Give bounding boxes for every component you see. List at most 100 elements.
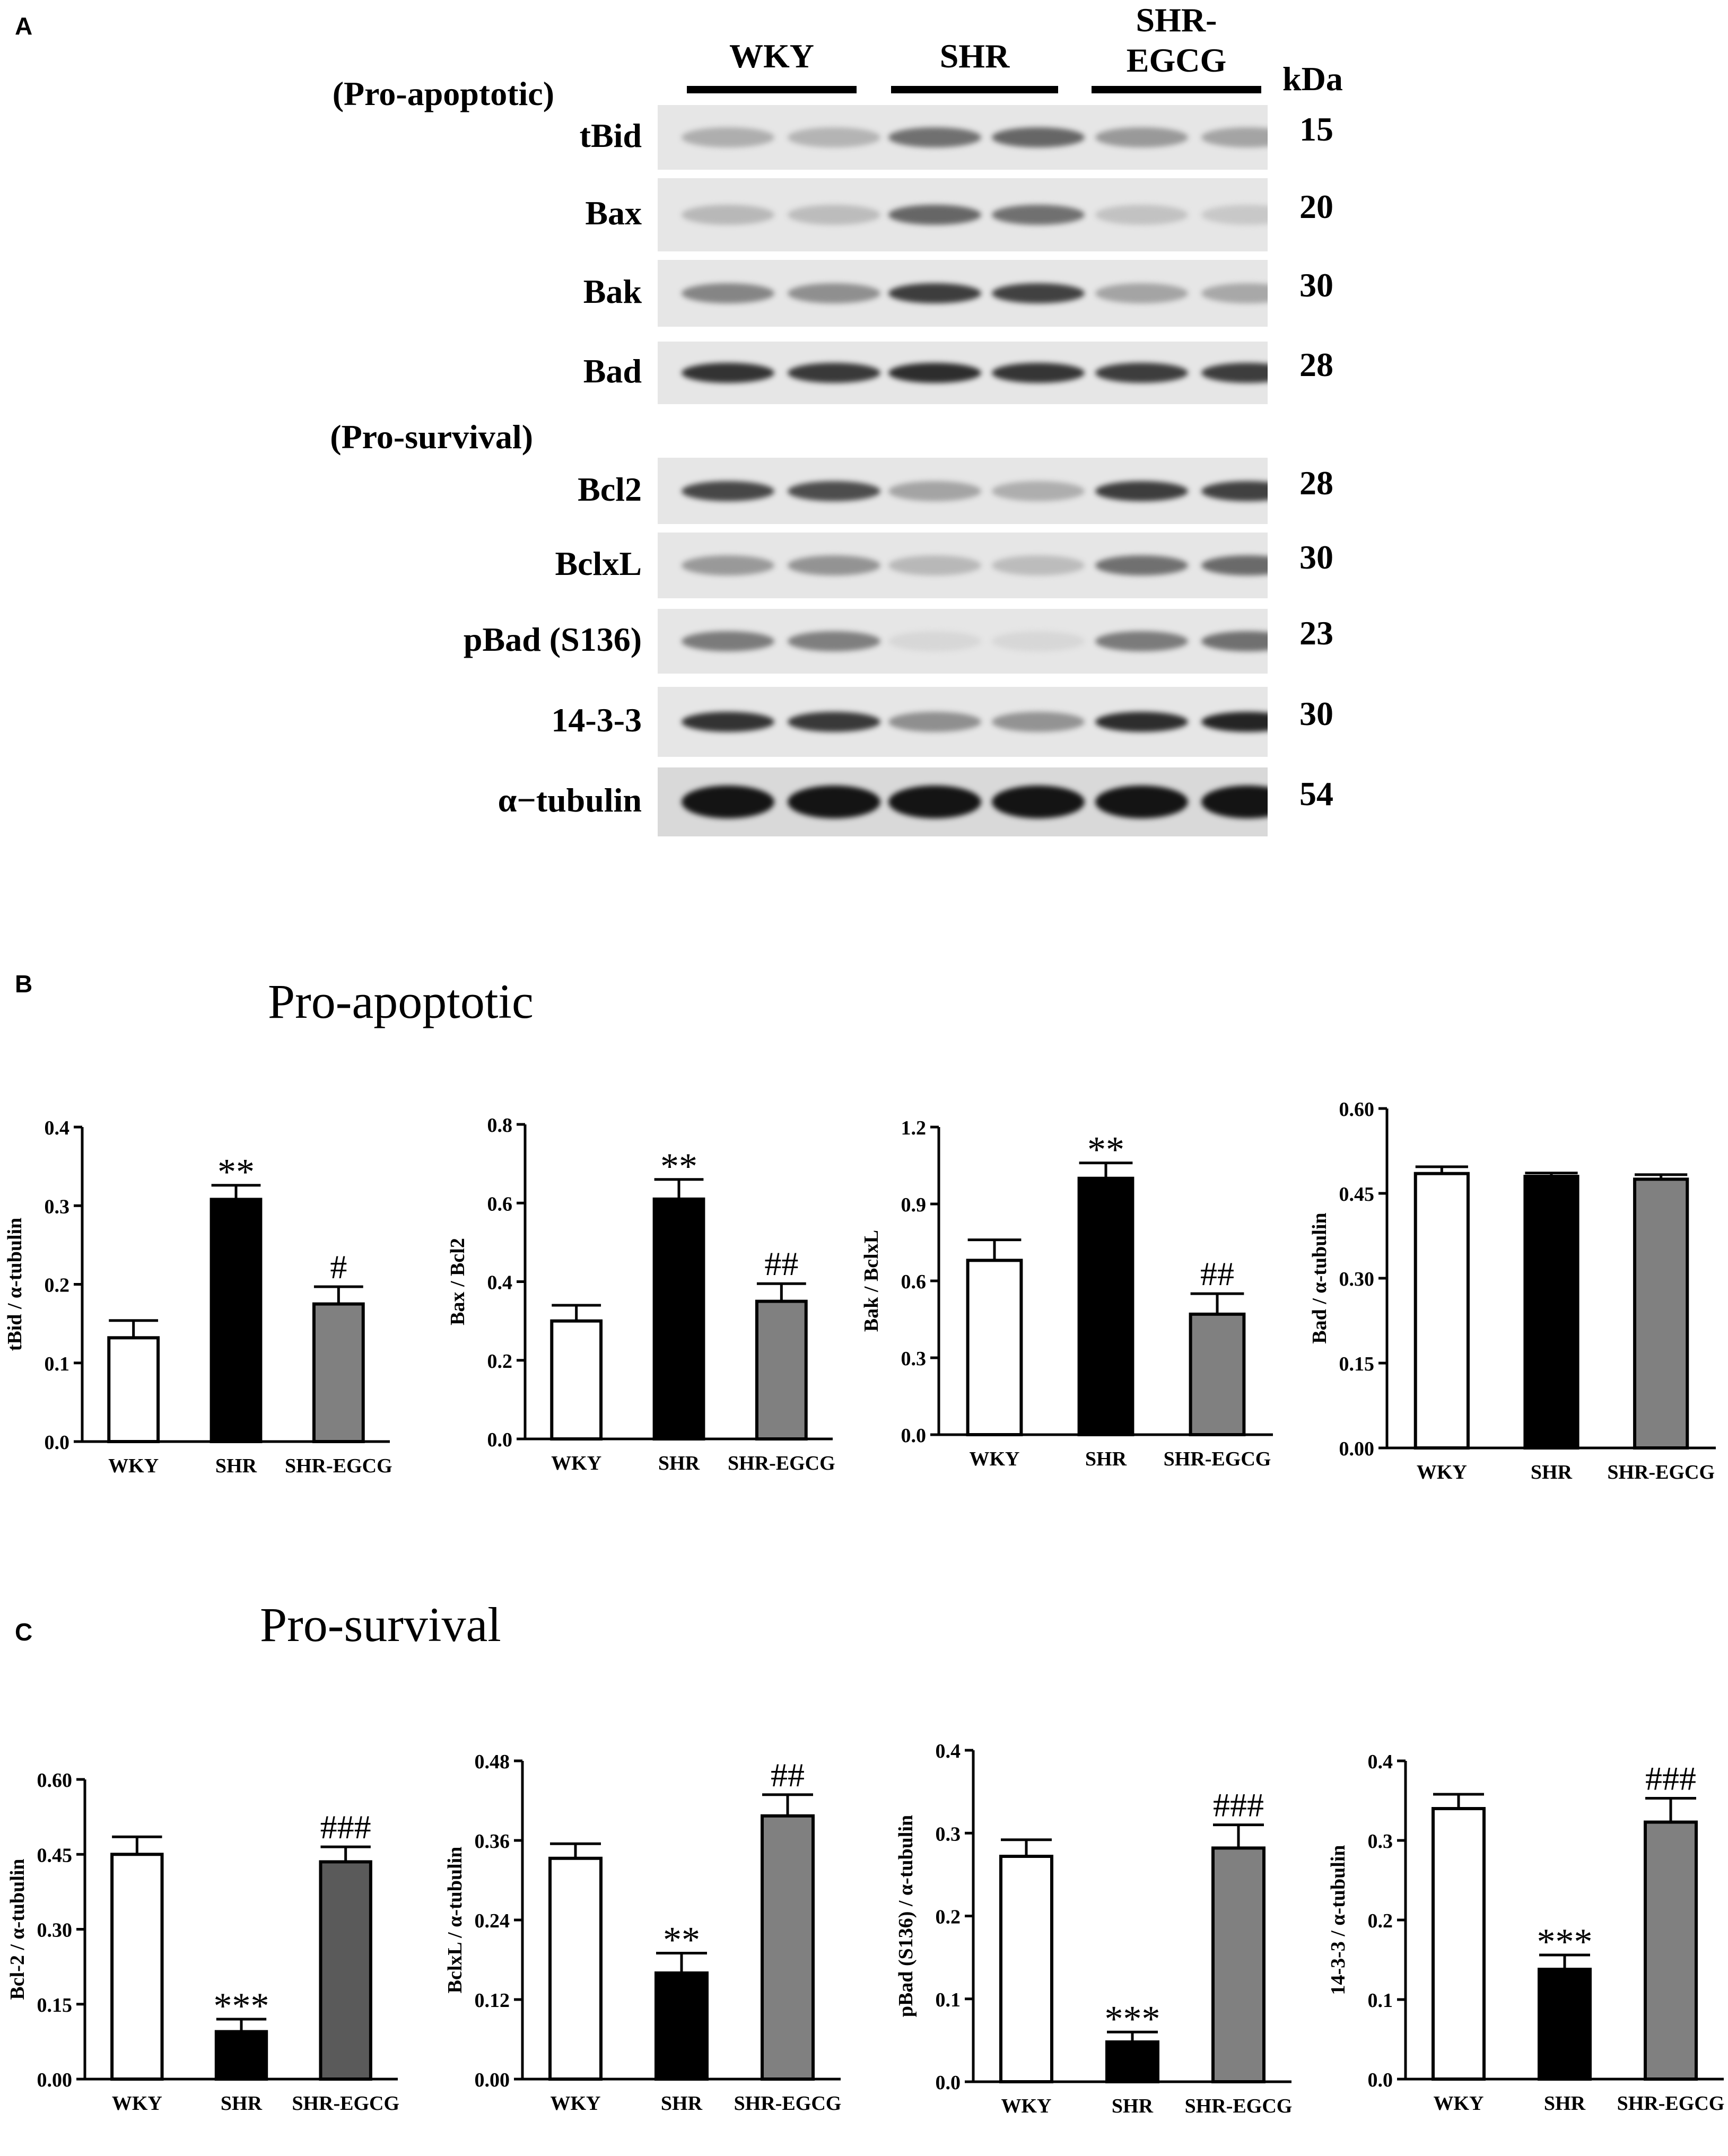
blot-band bbox=[1201, 785, 1268, 818]
bar-shr-egcg bbox=[1644, 1820, 1698, 2081]
blot-band bbox=[888, 555, 981, 575]
blot-band bbox=[788, 785, 880, 818]
blot-band bbox=[888, 127, 981, 147]
blot-band bbox=[992, 631, 1085, 651]
blot-band bbox=[788, 631, 880, 651]
section-title-pro-survival: Pro-survival bbox=[260, 1598, 501, 1652]
bar-shr-egcg bbox=[755, 1299, 808, 1441]
blot-row-kda: 28 bbox=[1299, 346, 1333, 383]
bar-shr bbox=[210, 1198, 263, 1443]
blot-group-underline bbox=[1092, 86, 1261, 93]
significance-annotation: ### bbox=[1645, 1760, 1696, 1797]
x-tick-label: WKY bbox=[551, 2092, 601, 2115]
blot-row-label: 14-3-3 bbox=[551, 701, 642, 739]
panel-letter-a: A bbox=[15, 12, 33, 40]
blot-row-kda: 30 bbox=[1299, 266, 1333, 304]
y-axis-label: 14-3-3 / α-tubulin bbox=[1327, 1845, 1349, 1995]
x-tick-label: SHR bbox=[1544, 2092, 1586, 2115]
blot-band bbox=[1095, 127, 1188, 147]
blot-row-label: tBid bbox=[579, 117, 642, 154]
blot-band bbox=[682, 363, 774, 383]
blot-band bbox=[682, 785, 774, 818]
blot-row-kda: 54 bbox=[1299, 775, 1333, 813]
blot-band bbox=[682, 481, 774, 501]
y-tick-label: 0.00 bbox=[475, 2069, 510, 2091]
blot-band bbox=[888, 712, 981, 732]
blot-band bbox=[1201, 283, 1268, 303]
y-tick-label: 0.45 bbox=[1339, 1183, 1375, 1206]
blot-strip-6 bbox=[658, 609, 1268, 674]
y-tick-label: 0.4 bbox=[1368, 1751, 1393, 1773]
significance-annotation: ### bbox=[1213, 1786, 1264, 1824]
blot-group-underline bbox=[687, 86, 857, 93]
x-tick-label: SHR-EGCG bbox=[1164, 1448, 1271, 1470]
panel-letter-b: B bbox=[15, 970, 33, 998]
blot-band bbox=[992, 363, 1085, 383]
bar-shr bbox=[1105, 2040, 1159, 2083]
blot-strip-3 bbox=[658, 342, 1268, 404]
blot-row-label: Bax bbox=[585, 194, 642, 232]
blot-band bbox=[1095, 205, 1188, 225]
y-tick-label: 0.4 bbox=[487, 1272, 513, 1294]
x-tick-label: SHR-EGCG bbox=[292, 2092, 399, 2115]
y-tick-label: 0.1 bbox=[936, 1989, 961, 2011]
blot-strip-8 bbox=[658, 767, 1268, 836]
x-tick-label: WKY bbox=[970, 1448, 1020, 1470]
significance-annotation: ** bbox=[217, 1152, 255, 1193]
bar-chart-3: 0.00 0.15 0.30 0.45 0.60 Bad / α-tubulin WKY SH… bbox=[1308, 1098, 1716, 1483]
significance-annotation: ** bbox=[660, 1146, 697, 1187]
y-tick-label: 0.2 bbox=[1368, 1910, 1393, 1932]
bar-chart-6: 0.0 0.1 0.2 0.3 0.4 pBad (S136) / α-tubulin WK… bbox=[895, 1740, 1292, 2117]
x-tick-label: SHR bbox=[221, 2092, 263, 2115]
y-tick-label: 0.00 bbox=[37, 2069, 73, 2091]
blot-row-label: BclxL bbox=[555, 545, 642, 582]
blot-band bbox=[788, 127, 880, 147]
blot-band bbox=[1095, 363, 1188, 383]
blot-band bbox=[788, 205, 880, 225]
x-tick-label: SHR bbox=[658, 1452, 700, 1474]
blot-band bbox=[682, 712, 774, 732]
x-tick-label: WKY bbox=[112, 2092, 162, 2115]
blot-strip-1 bbox=[658, 178, 1268, 251]
bar-chart-1: 0.0 0.2 0.4 0.6 0.8 Bax / Bcl2 WKY SHR ** SHR-EGC… bbox=[447, 1114, 835, 1474]
blot-band bbox=[1095, 481, 1188, 501]
y-tick-label: 0.1 bbox=[45, 1353, 70, 1375]
blot-band bbox=[682, 127, 774, 147]
x-tick-label: SHR-EGCG bbox=[285, 1455, 392, 1477]
section-label-pro-survival: (Pro-survival) bbox=[330, 418, 533, 456]
bar-shr-egcg bbox=[1633, 1177, 1689, 1450]
blot-strip-5 bbox=[658, 533, 1268, 598]
significance-annotation: *** bbox=[214, 1986, 269, 2027]
blot-band bbox=[992, 712, 1085, 732]
y-axis-label: Bcl-2 / α-tubulin bbox=[6, 1858, 29, 2000]
y-axis-label: Bak / BclxL bbox=[860, 1230, 883, 1332]
y-tick-label: 0.15 bbox=[1339, 1353, 1375, 1375]
blot-strip-0 bbox=[658, 105, 1268, 170]
y-tick-label: 0.0 bbox=[45, 1431, 70, 1454]
significance-annotation: ### bbox=[320, 1808, 371, 1846]
significance-annotation: *** bbox=[1105, 1998, 1160, 2039]
x-tick-label: WKY bbox=[108, 1455, 159, 1477]
bar-chart-5: 0.00 0.12 0.24 0.36 0.48 BclxL / α-tubulin WKY… bbox=[444, 1751, 841, 2115]
x-tick-label: SHR-EGCG bbox=[1607, 1461, 1715, 1483]
blot-row-kda: 28 bbox=[1299, 464, 1333, 502]
blot-row-label: α−tubulin bbox=[498, 781, 642, 819]
bar-wky bbox=[1432, 1807, 1486, 2081]
blot-band bbox=[992, 481, 1085, 501]
significance-annotation: ## bbox=[764, 1245, 798, 1282]
blot-band bbox=[888, 631, 981, 651]
blot-strip-7 bbox=[658, 687, 1268, 757]
section-label-pro-apoptotic: (Pro-apoptotic) bbox=[332, 75, 554, 112]
panel-letter-c: C bbox=[15, 1618, 33, 1646]
blot-band bbox=[682, 631, 774, 651]
significance-annotation: ** bbox=[1087, 1130, 1124, 1171]
blot-row-kda: 23 bbox=[1299, 614, 1333, 652]
blot-row-kda: 30 bbox=[1299, 695, 1333, 732]
x-tick-label: WKY bbox=[551, 1452, 601, 1474]
y-axis-label: tBid / α-tubulin bbox=[4, 1218, 26, 1351]
y-tick-label: 0.3 bbox=[901, 1348, 927, 1370]
bar-shr bbox=[652, 1197, 705, 1441]
blot-band bbox=[888, 481, 981, 501]
blot-band bbox=[788, 712, 880, 732]
blot-band bbox=[1201, 127, 1268, 147]
